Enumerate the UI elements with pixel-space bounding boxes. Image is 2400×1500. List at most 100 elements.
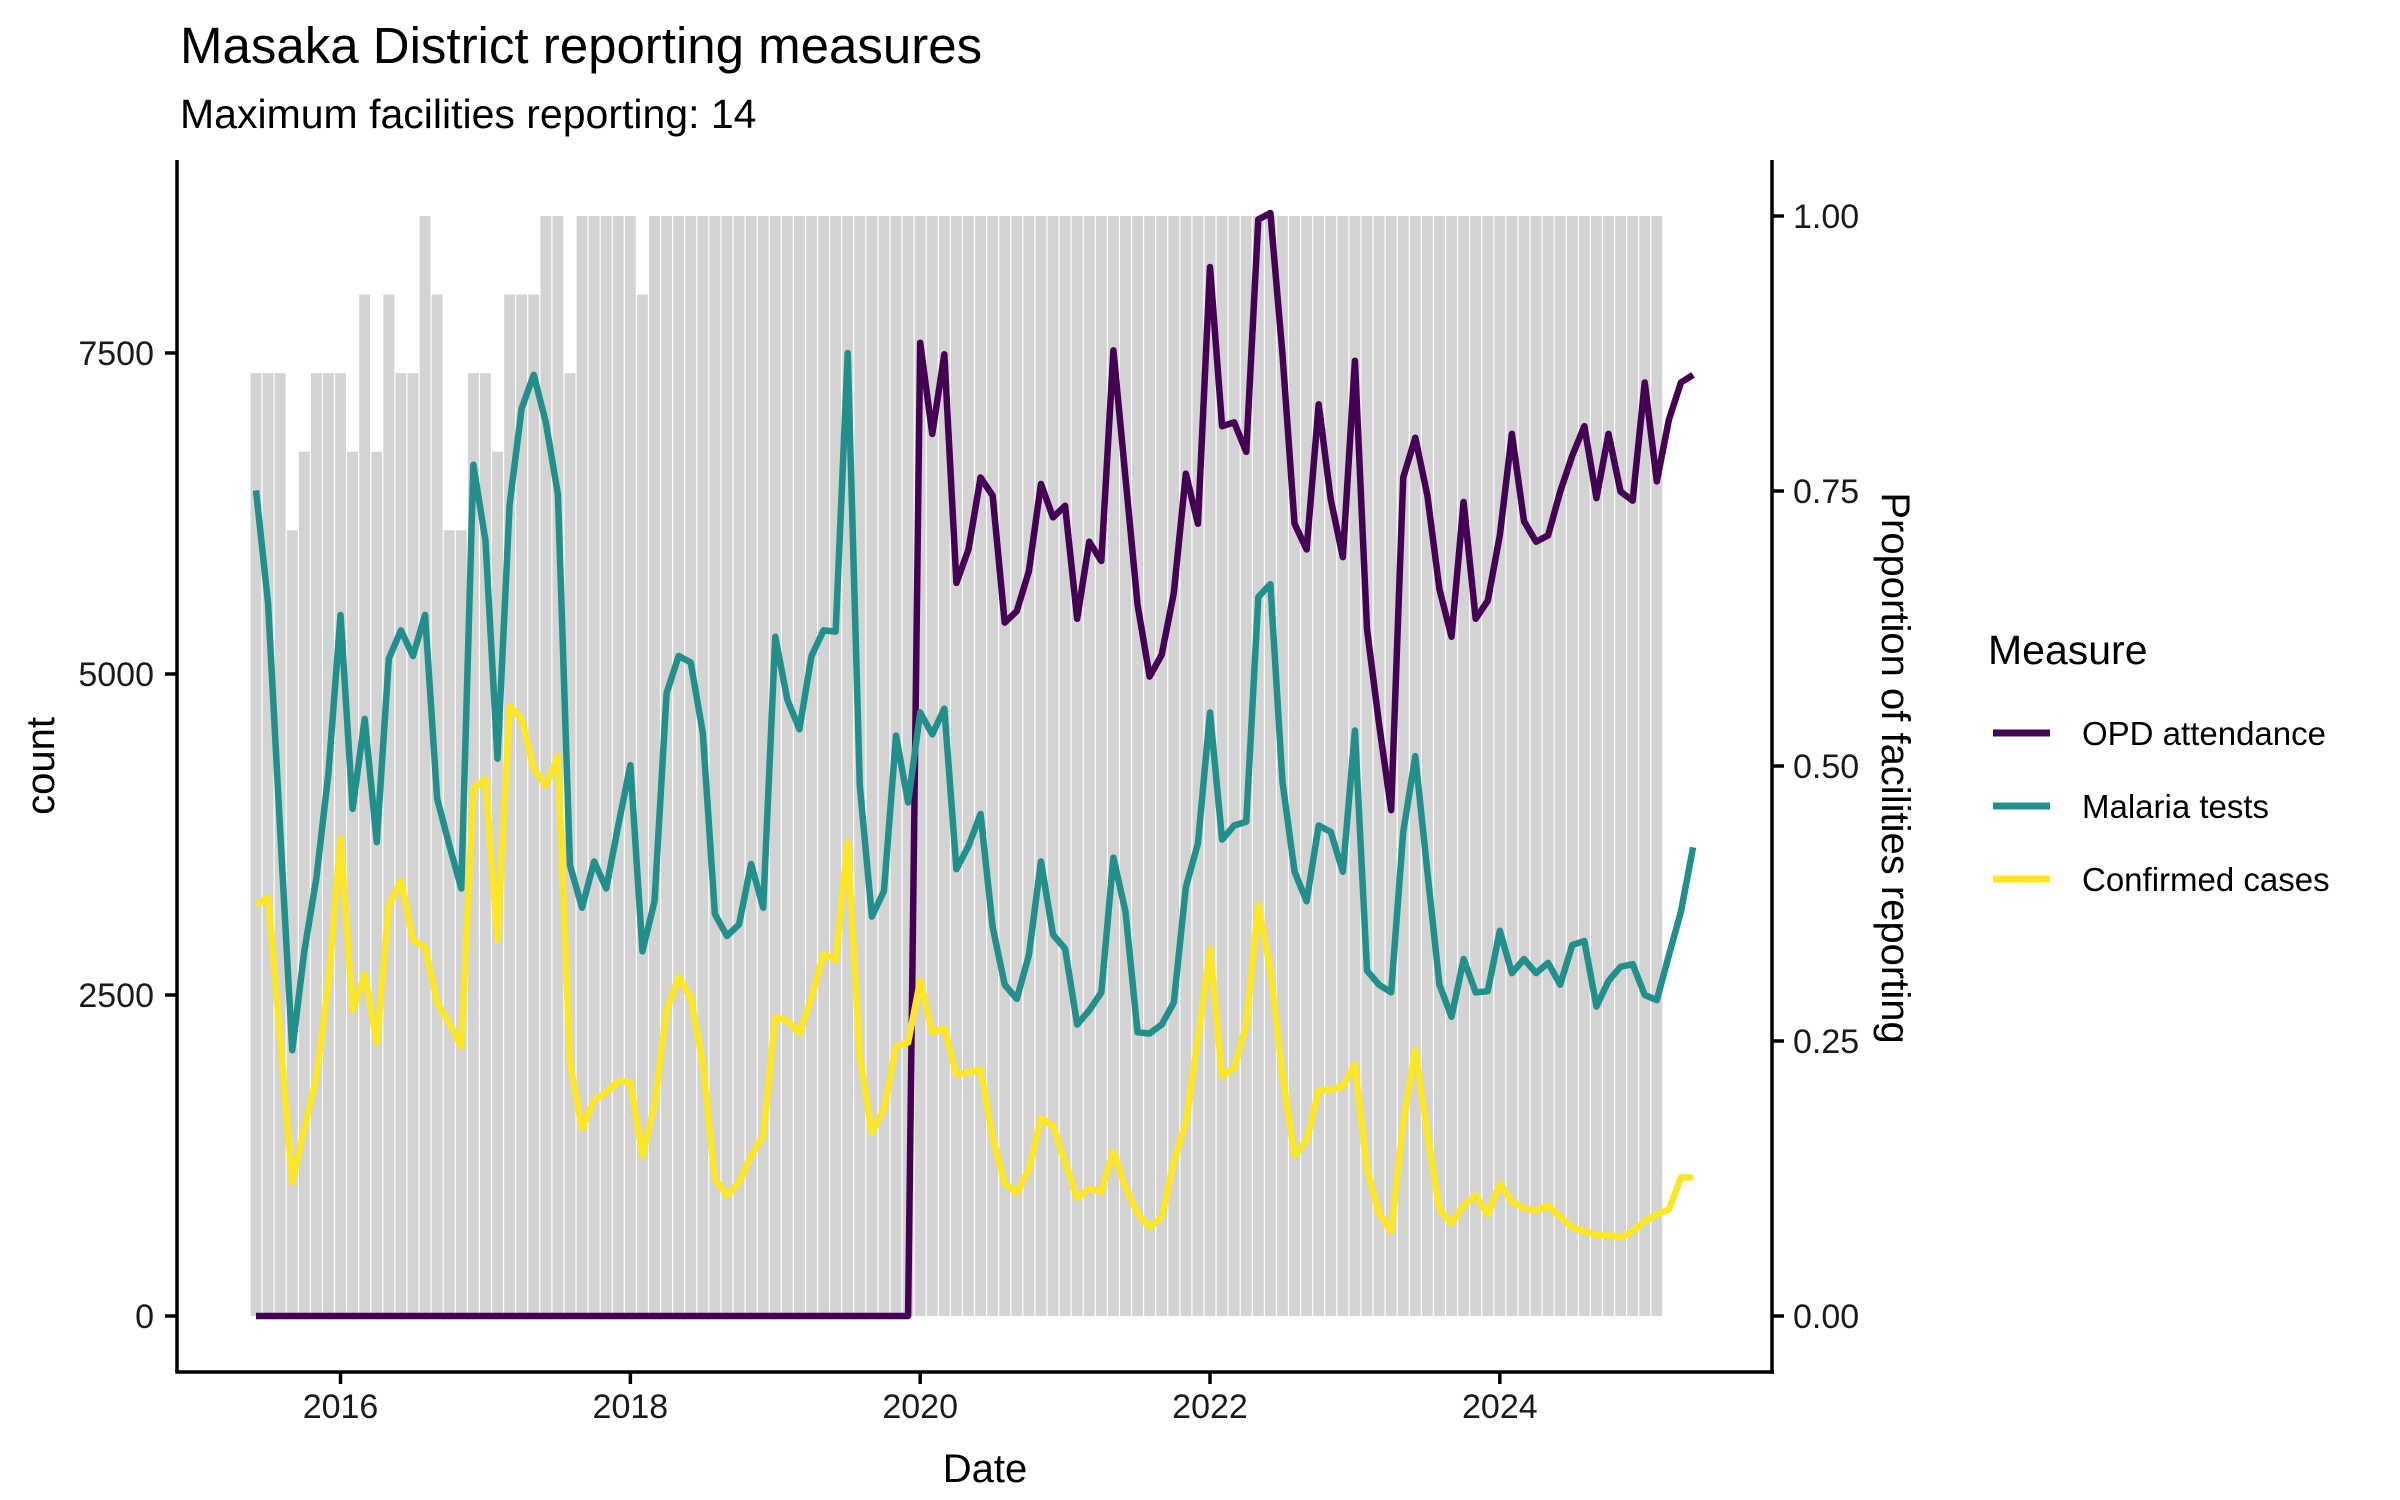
facility-bar: [1228, 216, 1240, 1316]
facility-bar: [950, 216, 962, 1316]
facility-bar: [757, 216, 769, 1316]
facility-bar: [1639, 216, 1651, 1316]
facility-bar: [1591, 216, 1602, 1316]
facility-bar: [963, 216, 974, 1316]
facility-bar: [359, 294, 371, 1316]
x-axis-title: Date: [943, 1447, 1028, 1491]
facility-bar: [310, 373, 322, 1316]
facility-bar: [649, 216, 660, 1316]
facility-bar: [576, 216, 588, 1316]
y2-axis-title: Proportion of facilities reporting: [1873, 492, 1917, 1043]
series-line-malaria-tests: [252, 349, 1697, 1054]
series-line-opd-attendance: [256, 209, 1695, 1320]
facility-bar: [395, 373, 407, 1316]
facility-bar: [987, 216, 999, 1316]
series-line-confirmed-cases: [254, 702, 1694, 1241]
facility-bar: [926, 216, 938, 1316]
facility-bar: [1494, 216, 1506, 1316]
facility-bar: [1168, 216, 1180, 1316]
facility-bar: [528, 294, 540, 1316]
facility-bar: [1120, 216, 1131, 1316]
facility-bar: [1421, 216, 1433, 1316]
facility-bar: [914, 216, 926, 1316]
facility-bar: [1047, 216, 1059, 1316]
y-tick-label: 0: [135, 1298, 154, 1336]
facility-bar: [902, 216, 914, 1316]
facility-bar: [1059, 216, 1071, 1316]
legend: Measure OPD attendance Malaria tests Con…: [1988, 627, 2330, 898]
facility-bar: [540, 216, 552, 1316]
facility-bar: [975, 216, 986, 1316]
facility-bar: [612, 216, 624, 1316]
facility-bar: [866, 216, 878, 1316]
facility-bar: [371, 451, 383, 1317]
facility-bar: [1434, 216, 1445, 1316]
facility-bar: [661, 216, 673, 1316]
facility-bar: [1083, 216, 1095, 1316]
facility-bar: [1566, 216, 1578, 1316]
facility-bar: [1071, 216, 1083, 1316]
x-tick-label: 2020: [882, 1388, 958, 1426]
facility-bar: [286, 530, 298, 1316]
facility-bar: [504, 294, 516, 1316]
facility-bar: [806, 216, 817, 1316]
facility-bar: [878, 216, 890, 1316]
facility-bar: [1530, 216, 1542, 1316]
x-tick-label: 2022: [1172, 1388, 1248, 1426]
facility-bar: [1603, 216, 1614, 1316]
facility-bar: [673, 216, 685, 1316]
facility-bar: [1216, 216, 1228, 1316]
series-lines: [252, 209, 1697, 1320]
legend-title: Measure: [1988, 627, 2148, 673]
facility-bar: [1156, 216, 1168, 1316]
facility-bar: [1313, 216, 1325, 1316]
x-tick-label: 2016: [303, 1388, 379, 1426]
facility-bar: [347, 451, 359, 1317]
facility-bar: [769, 216, 781, 1316]
facility-bar: [1301, 216, 1313, 1316]
legend-label-opd: OPD attendance: [2082, 715, 2326, 752]
facility-bar: [637, 294, 648, 1316]
facility-bar: [1373, 216, 1385, 1316]
facility-bar: [1337, 216, 1349, 1316]
facility-bar: [1264, 216, 1276, 1316]
facility-bar: [1325, 216, 1337, 1316]
facility-bar: [480, 373, 491, 1316]
x-ticks: 2016 2018 2020 2022 2024: [303, 1372, 1538, 1426]
facility-bar: [1204, 216, 1216, 1316]
facility-bar: [1554, 216, 1566, 1316]
facility-bar: [443, 530, 455, 1316]
facility-bar: [685, 216, 697, 1316]
facility-bar: [1192, 216, 1204, 1316]
facility-bar: [1361, 216, 1373, 1316]
facility-bar: [1144, 216, 1156, 1316]
facility-bar: [1482, 216, 1494, 1316]
facility-bar: [745, 216, 757, 1316]
facility-bar: [830, 216, 842, 1316]
facility-bar: [1289, 216, 1300, 1316]
facility-bar: [1446, 216, 1457, 1316]
y-ticks-left: 0 2500 5000 7500: [78, 335, 177, 1336]
y2-tick-label: 0.00: [1793, 1298, 1859, 1336]
facility-bar: [1397, 216, 1409, 1316]
legend-label-malaria-tests: Malaria tests: [2082, 788, 2269, 825]
facility-bar: [455, 530, 467, 1316]
facility-bar: [298, 451, 310, 1317]
legend-item-opd: OPD attendance: [1993, 715, 2326, 752]
facility-bar: [1023, 216, 1035, 1316]
facility-bar: [600, 216, 612, 1316]
facility-bar: [721, 216, 733, 1316]
y-axis-title: count: [19, 717, 63, 815]
y2-tick-label: 0.75: [1793, 473, 1859, 511]
facility-bar: [733, 216, 745, 1316]
facility-bar: [1095, 216, 1107, 1316]
facility-bar: [818, 216, 830, 1316]
facility-bar: [1107, 216, 1119, 1316]
facility-bar: [383, 294, 395, 1316]
y2-tick-label: 1.00: [1793, 198, 1859, 236]
facility-bar: [1458, 216, 1470, 1316]
facility-bar: [1011, 216, 1023, 1316]
facility-bar: [1035, 216, 1047, 1316]
chart-subtitle: Maximum facilities reporting: 14: [180, 91, 756, 137]
facility-bar: [1651, 216, 1663, 1316]
